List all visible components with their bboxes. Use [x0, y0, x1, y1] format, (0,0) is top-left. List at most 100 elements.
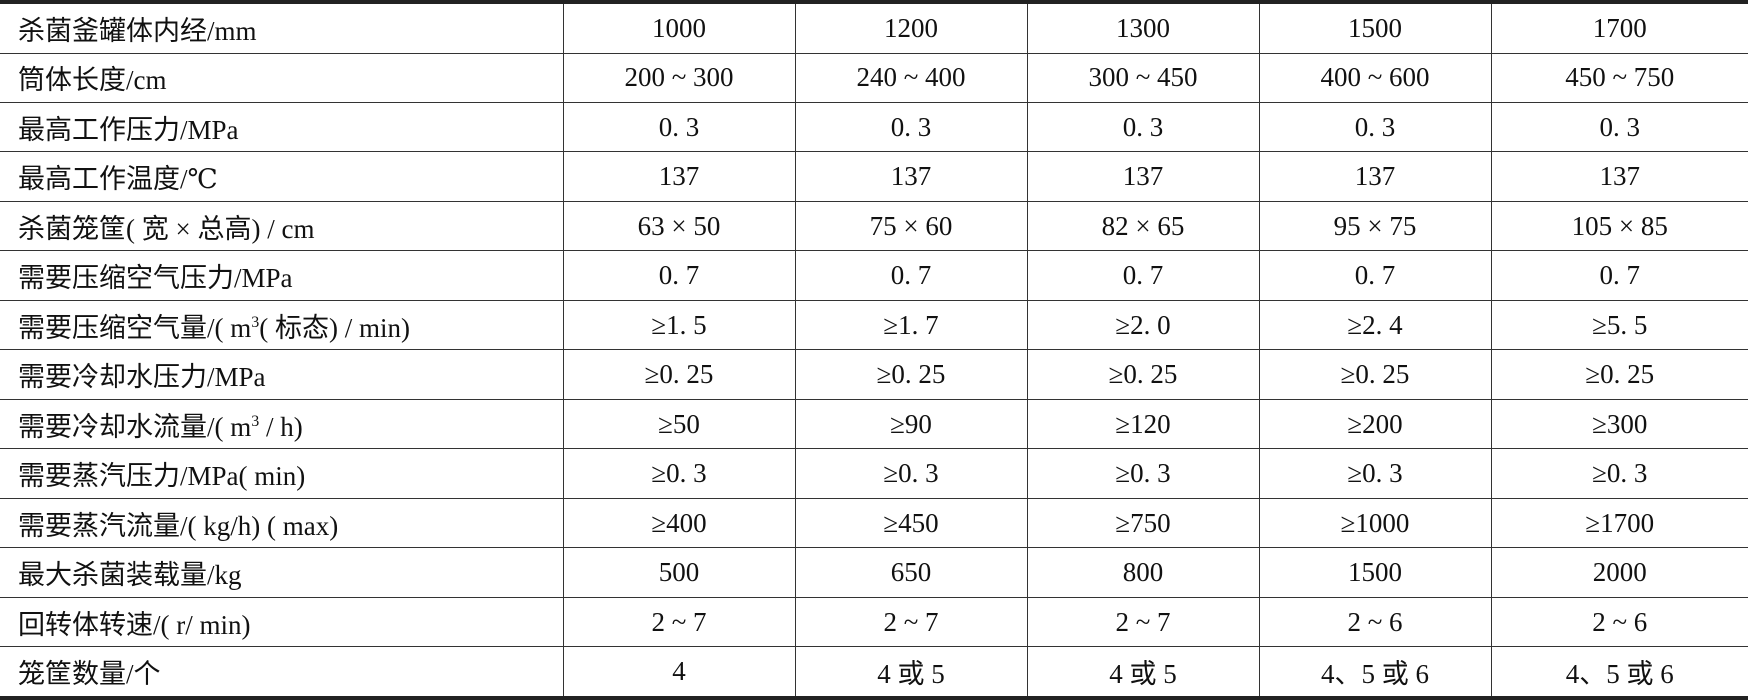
row-label: 回转体转速/( r/ min): [0, 597, 563, 648]
table-cell: 0. 3: [1026, 102, 1259, 153]
table-cell: 63 × 50: [562, 201, 795, 252]
table-row: 需要蒸汽流量/( kg/h) ( max) ≥400 ≥450 ≥750 ≥1000 ≥1…: [0, 498, 1748, 549]
table-cell: ≥0. 3: [794, 448, 1027, 499]
table-cell: 450 ~ 750: [1490, 53, 1748, 103]
row-label: 需要压缩空气量/( m3( 标态) / min): [0, 300, 563, 351]
table-cell: 2 ~ 7: [562, 597, 795, 648]
table-cell: 2 ~ 7: [794, 597, 1027, 648]
table-cell: 0. 3: [1490, 102, 1748, 153]
table-cell: ≥0. 25: [1490, 349, 1748, 400]
table-cell: 400 ~ 600: [1258, 53, 1491, 103]
table-cell: 4 或 5: [794, 646, 1027, 699]
table-cell: ≥0. 3: [562, 448, 795, 499]
row-label: 需要蒸汽压力/MPa( min): [0, 448, 563, 499]
table-cell: ≥0. 25: [1026, 349, 1259, 400]
table-cell: 0. 7: [1490, 250, 1748, 301]
row-label: 最高工作压力/MPa: [0, 102, 563, 153]
table-cell: ≥2. 0: [1026, 300, 1259, 351]
table-cell: 4、5 或 6: [1258, 646, 1491, 699]
table-cell: 2 ~ 6: [1258, 597, 1491, 648]
table-cell: ≥0. 25: [1258, 349, 1491, 400]
table-cell: 137: [562, 151, 795, 202]
table-row: 需要蒸汽压力/MPa( min) ≥0. 3 ≥0. 3 ≥0. 3 ≥0. 3 ≥0. …: [0, 448, 1748, 499]
table-cell: 1200: [794, 2, 1027, 54]
table-cell: 0. 7: [1258, 250, 1491, 301]
table-cell: ≥400: [562, 498, 795, 549]
table-cell: ≥1. 5: [562, 300, 795, 351]
table-cell: 137: [1258, 151, 1491, 202]
table-cell: ≥300: [1490, 399, 1748, 450]
table-cell: 2 ~ 6: [1490, 597, 1748, 648]
table-row: 需要压缩空气量/( m3( 标态) / min) ≥1. 5 ≥1. 7 ≥2. 0 ≥…: [0, 300, 1748, 351]
table-row: 杀菌釜罐体内经/mm 1000 1200 1300 1500 1700: [0, 2, 1748, 54]
table-row: 最高工作压力/MPa 0. 3 0. 3 0. 3 0. 3 0. 3: [0, 102, 1748, 153]
table-cell: 800: [1026, 547, 1259, 598]
table-cell: 95 × 75: [1258, 201, 1491, 252]
row-label: 最大杀菌装载量/kg: [0, 547, 563, 598]
table-cell: ≥0. 25: [562, 349, 795, 400]
table-cell: ≥1. 7: [794, 300, 1027, 351]
table-cell: ≥0. 25: [794, 349, 1027, 400]
table-cell: ≥0. 3: [1026, 448, 1259, 499]
table-cell: 0. 7: [794, 250, 1027, 301]
table-cell: 137: [1490, 151, 1748, 202]
row-label-part: 需要冷却水流量/( m: [18, 411, 252, 442]
table-cell: 0. 7: [1026, 250, 1259, 301]
table-cell: 1700: [1490, 2, 1748, 54]
table-cell: 1000: [562, 2, 795, 54]
table-cell: 75 × 60: [794, 201, 1027, 252]
table-cell: 650: [794, 547, 1027, 598]
table-cell: 2000: [1490, 547, 1748, 598]
table-cell: 0. 3: [794, 102, 1027, 153]
row-label-part: 3: [251, 412, 260, 430]
table-cell: 200 ~ 300: [562, 53, 795, 103]
table-cell: 0. 7: [562, 250, 795, 301]
table-cell: 4: [562, 646, 795, 699]
table-cell: ≥450: [794, 498, 1027, 549]
table-cell: ≥120: [1026, 399, 1259, 450]
table-row: 筒体长度/cm 200 ~ 300 240 ~ 400 300 ~ 450 400 ~ …: [0, 53, 1748, 103]
table-cell: ≥0. 3: [1490, 448, 1748, 499]
table-cell: 0. 3: [562, 102, 795, 153]
table-cell: 2 ~ 7: [1026, 597, 1259, 648]
table-cell: 240 ~ 400: [794, 53, 1027, 103]
table-cell: ≥0. 3: [1258, 448, 1491, 499]
row-label: 需要冷却水流量/( m3 / h): [0, 399, 563, 450]
table-cell: 500: [562, 547, 795, 598]
table-cell: 0. 3: [1258, 102, 1491, 153]
table-cell: ≥200: [1258, 399, 1491, 450]
table-cell: ≥1000: [1258, 498, 1491, 549]
table-cell: ≥750: [1026, 498, 1259, 549]
table-row: 杀菌笼筐( 宽 × 总高) / cm 63 × 50 75 × 60 82 × 65 9…: [0, 201, 1748, 252]
table-cell: 4 或 5: [1026, 646, 1259, 699]
table-cell: 1500: [1258, 547, 1491, 598]
table-cell: 1500: [1258, 2, 1491, 54]
row-label: 笼筐数量/个: [0, 646, 563, 699]
row-label-part: 3: [251, 313, 260, 331]
row-label: 需要压缩空气压力/MPa: [0, 250, 563, 301]
row-label: 筒体长度/cm: [0, 53, 563, 103]
table-cell: ≥1700: [1490, 498, 1748, 549]
row-label: 需要蒸汽流量/( kg/h) ( max): [0, 498, 563, 549]
row-label: 杀菌笼筐( 宽 × 总高) / cm: [0, 201, 563, 252]
table-row: 需要压缩空气压力/MPa 0. 7 0. 7 0. 7 0. 7 0. 7: [0, 250, 1748, 301]
table-cell: 300 ~ 450: [1026, 53, 1259, 103]
table-cell: ≥5. 5: [1490, 300, 1748, 351]
row-label-part: / h): [259, 411, 303, 442]
table-cell: 137: [1026, 151, 1259, 202]
table-row: 最大杀菌装载量/kg 500 650 800 1500 2000: [0, 547, 1748, 598]
table-cell: ≥90: [794, 399, 1027, 450]
table-cell: 137: [794, 151, 1027, 202]
table-row: 需要冷却水流量/( m3 / h) ≥50 ≥90 ≥120 ≥200 ≥300: [0, 399, 1748, 450]
table-cell: 1300: [1026, 2, 1259, 54]
table-cell: 4、5 或 6: [1490, 646, 1748, 699]
row-label: 杀菌釜罐体内经/mm: [0, 2, 563, 54]
row-label: 需要冷却水压力/MPa: [0, 349, 563, 400]
row-label: 最高工作温度/℃: [0, 151, 563, 202]
table-row: 需要冷却水压力/MPa ≥0. 25 ≥0. 25 ≥0. 25 ≥0. 25 ≥0. 2…: [0, 349, 1748, 400]
table-row: 最高工作温度/℃ 137 137 137 137 137: [0, 151, 1748, 202]
table-cell: ≥50: [562, 399, 795, 450]
